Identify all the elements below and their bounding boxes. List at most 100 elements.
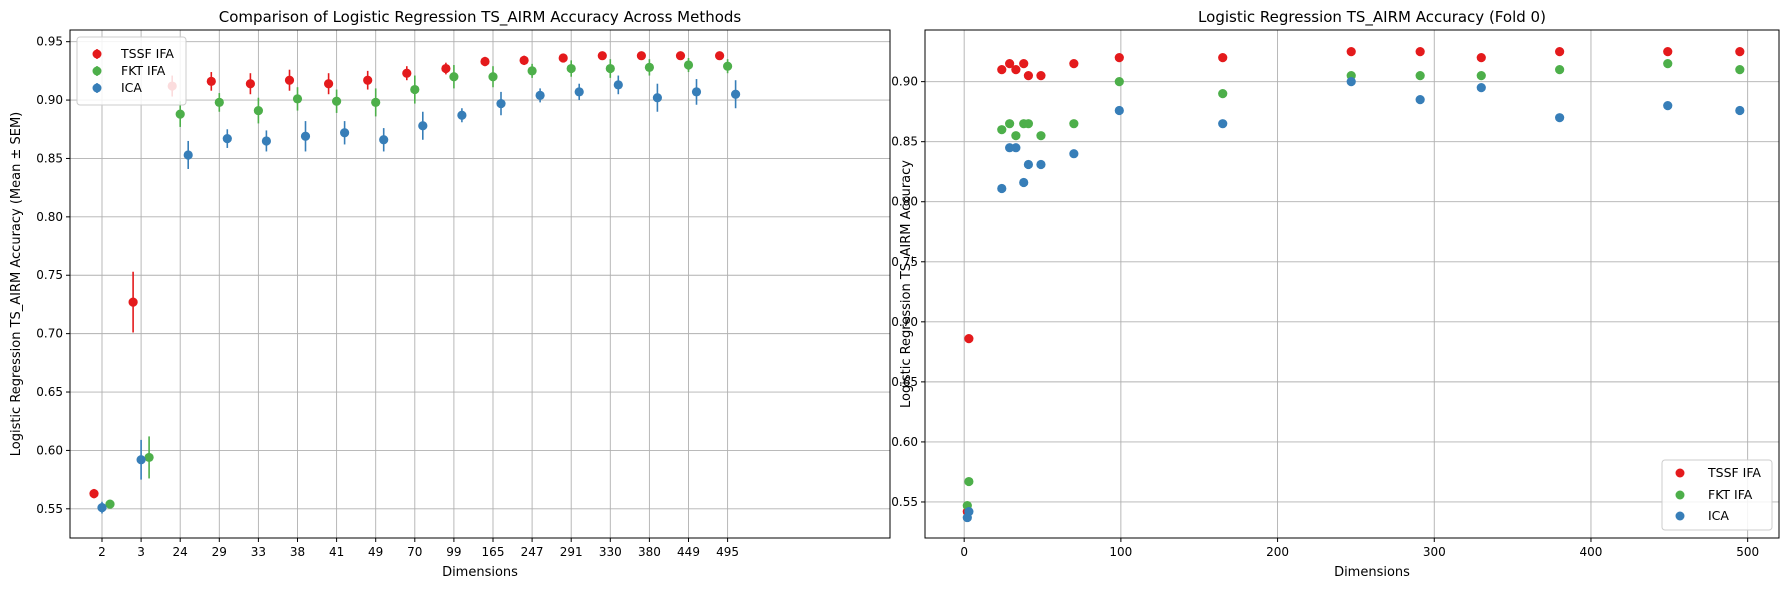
left-y-tick-label: 0.85: [36, 151, 63, 165]
left-x-tick-label: 330: [599, 545, 622, 559]
left-data-point: [574, 87, 584, 97]
right-data-point: [1346, 47, 1356, 57]
legend-ica-marker: [1675, 511, 1685, 521]
right-x-tick-label: 200: [1266, 545, 1289, 559]
right-data-point: [1019, 177, 1029, 188]
left-legend-tssf-label: TSSF IFA: [120, 46, 174, 61]
right-y-tick-label: 0.75: [891, 255, 918, 269]
right-data-point: [1735, 47, 1745, 57]
right-chart: 0 100 200 300 400 500 0.55 0.60 0.65 0.70 0.75 0.80…: [891, 8, 1780, 580]
right-data-point: [997, 183, 1007, 194]
left-chart-title: Comparison of Logistic Regression TS_AIR…: [219, 8, 742, 27]
right-y-tick-label: 0.85: [891, 135, 918, 149]
right-data-point: [1415, 95, 1425, 105]
left-data-point: [324, 79, 334, 89]
right-data-point: [997, 65, 1007, 75]
right-legend-box: [1661, 459, 1773, 531]
right-data-point: [1415, 47, 1425, 57]
left-data-point: [644, 62, 655, 72]
left-grid: [70, 30, 890, 538]
left-x-axis-label: Dimensions: [442, 565, 518, 580]
right-legend: TSSF IFA FKT IFA ICA: [1661, 459, 1773, 531]
right-y-tick-label: 0.65: [891, 375, 918, 389]
left-data-point: [527, 66, 537, 76]
left-data-point: [183, 150, 193, 160]
left-data-point: [715, 51, 725, 61]
right-data-point: [964, 334, 974, 344]
right-data-point: [1036, 159, 1046, 170]
left-data-point: [214, 97, 224, 108]
left-x-tick-label: 49: [368, 545, 383, 559]
right-data-point: [1218, 89, 1228, 99]
left-ticks: 2 3 24 29 33 38 41 49 70 99 165 247 291 330 380 449 495 0…: [36, 35, 739, 559]
right-data-point: [1555, 113, 1565, 123]
left-x-tick-label: 24: [173, 545, 188, 559]
legend-tssf-marker: [92, 49, 102, 59]
left-legend-fkt-label: FKT IFA: [121, 63, 166, 78]
left-x-tick-label: 33: [251, 545, 266, 559]
left-x-tick-label: 495: [716, 545, 739, 559]
right-data-point: [1476, 53, 1486, 63]
right-grid: [925, 30, 1779, 538]
right-y-tick-label: 0.60: [891, 435, 918, 449]
legend-tssf-marker: [1675, 468, 1685, 478]
legend-fkt-marker: [1675, 490, 1685, 500]
right-data-point: [1023, 71, 1034, 81]
left-y-tick-label: 0.60: [36, 443, 63, 457]
left-data-point: [206, 76, 216, 86]
right-data-point: [1735, 65, 1745, 75]
left-data-point: [89, 489, 99, 499]
right-data-point: [1663, 59, 1673, 69]
left-x-tick-label: 99: [446, 545, 461, 559]
right-ticks: 0 100 200 300 400 500 0.55 0.60 0.65 0.70 0.75 0.80…: [891, 75, 1759, 559]
right-data-point: [1555, 65, 1565, 75]
left-y-tick-label: 0.55: [36, 502, 63, 516]
right-axes-frame: [924, 29, 1780, 539]
right-data-point: [1011, 143, 1021, 153]
right-data-point: [1069, 119, 1079, 129]
left-data-point: [144, 452, 154, 463]
right-y-tick-label: 0.90: [891, 75, 918, 89]
left-x-tick-label: 38: [290, 545, 305, 559]
right-data-point: [1005, 59, 1015, 69]
right-data-point: [1019, 59, 1029, 69]
right-data-point: [1036, 131, 1046, 141]
left-x-tick-label: 449: [677, 545, 700, 559]
right-chart-title: Logistic Regression TS_AIRM Accuracy (Fo…: [1198, 8, 1546, 27]
right-y-tick-label: 0.55: [891, 495, 918, 509]
left-data-point: [261, 136, 271, 146]
left-data-point: [597, 51, 607, 61]
left-data-point: [300, 131, 311, 141]
left-data-point: [652, 93, 663, 103]
legend-ica-marker: [92, 83, 102, 93]
right-points: [962, 47, 1745, 523]
right-data-point: [1476, 83, 1486, 93]
left-data-point: [441, 63, 451, 74]
left-x-tick-label: 165: [482, 545, 505, 559]
left-data-point: [605, 63, 615, 74]
right-data-point: [1069, 149, 1079, 159]
left-legend: TSSF IFA FKT IFA ICA: [76, 36, 187, 106]
right-data-point: [997, 125, 1007, 135]
right-data-point: [1023, 119, 1034, 129]
left-data-point: [449, 72, 459, 82]
left-data-point: [675, 51, 686, 61]
left-x-tick-label: 41: [329, 545, 344, 559]
legend-fkt-marker: [92, 66, 102, 76]
left-data-point: [457, 110, 467, 120]
right-data-point: [1346, 77, 1356, 87]
left-data-point: [566, 63, 576, 74]
right-data-point: [1415, 71, 1425, 81]
left-data-point: [292, 94, 303, 104]
left-data-point: [613, 80, 623, 90]
left-y-tick-label: 0.65: [36, 385, 63, 399]
left-data-point: [410, 84, 420, 95]
left-y-tick-label: 0.75: [36, 268, 63, 282]
right-data-point: [1114, 77, 1124, 87]
right-x-tick-label: 500: [1736, 545, 1759, 559]
left-data-point: [402, 68, 412, 78]
right-data-point: [964, 476, 974, 487]
left-y-tick-label: 0.95: [36, 35, 63, 49]
left-x-tick-label: 291: [560, 545, 583, 559]
